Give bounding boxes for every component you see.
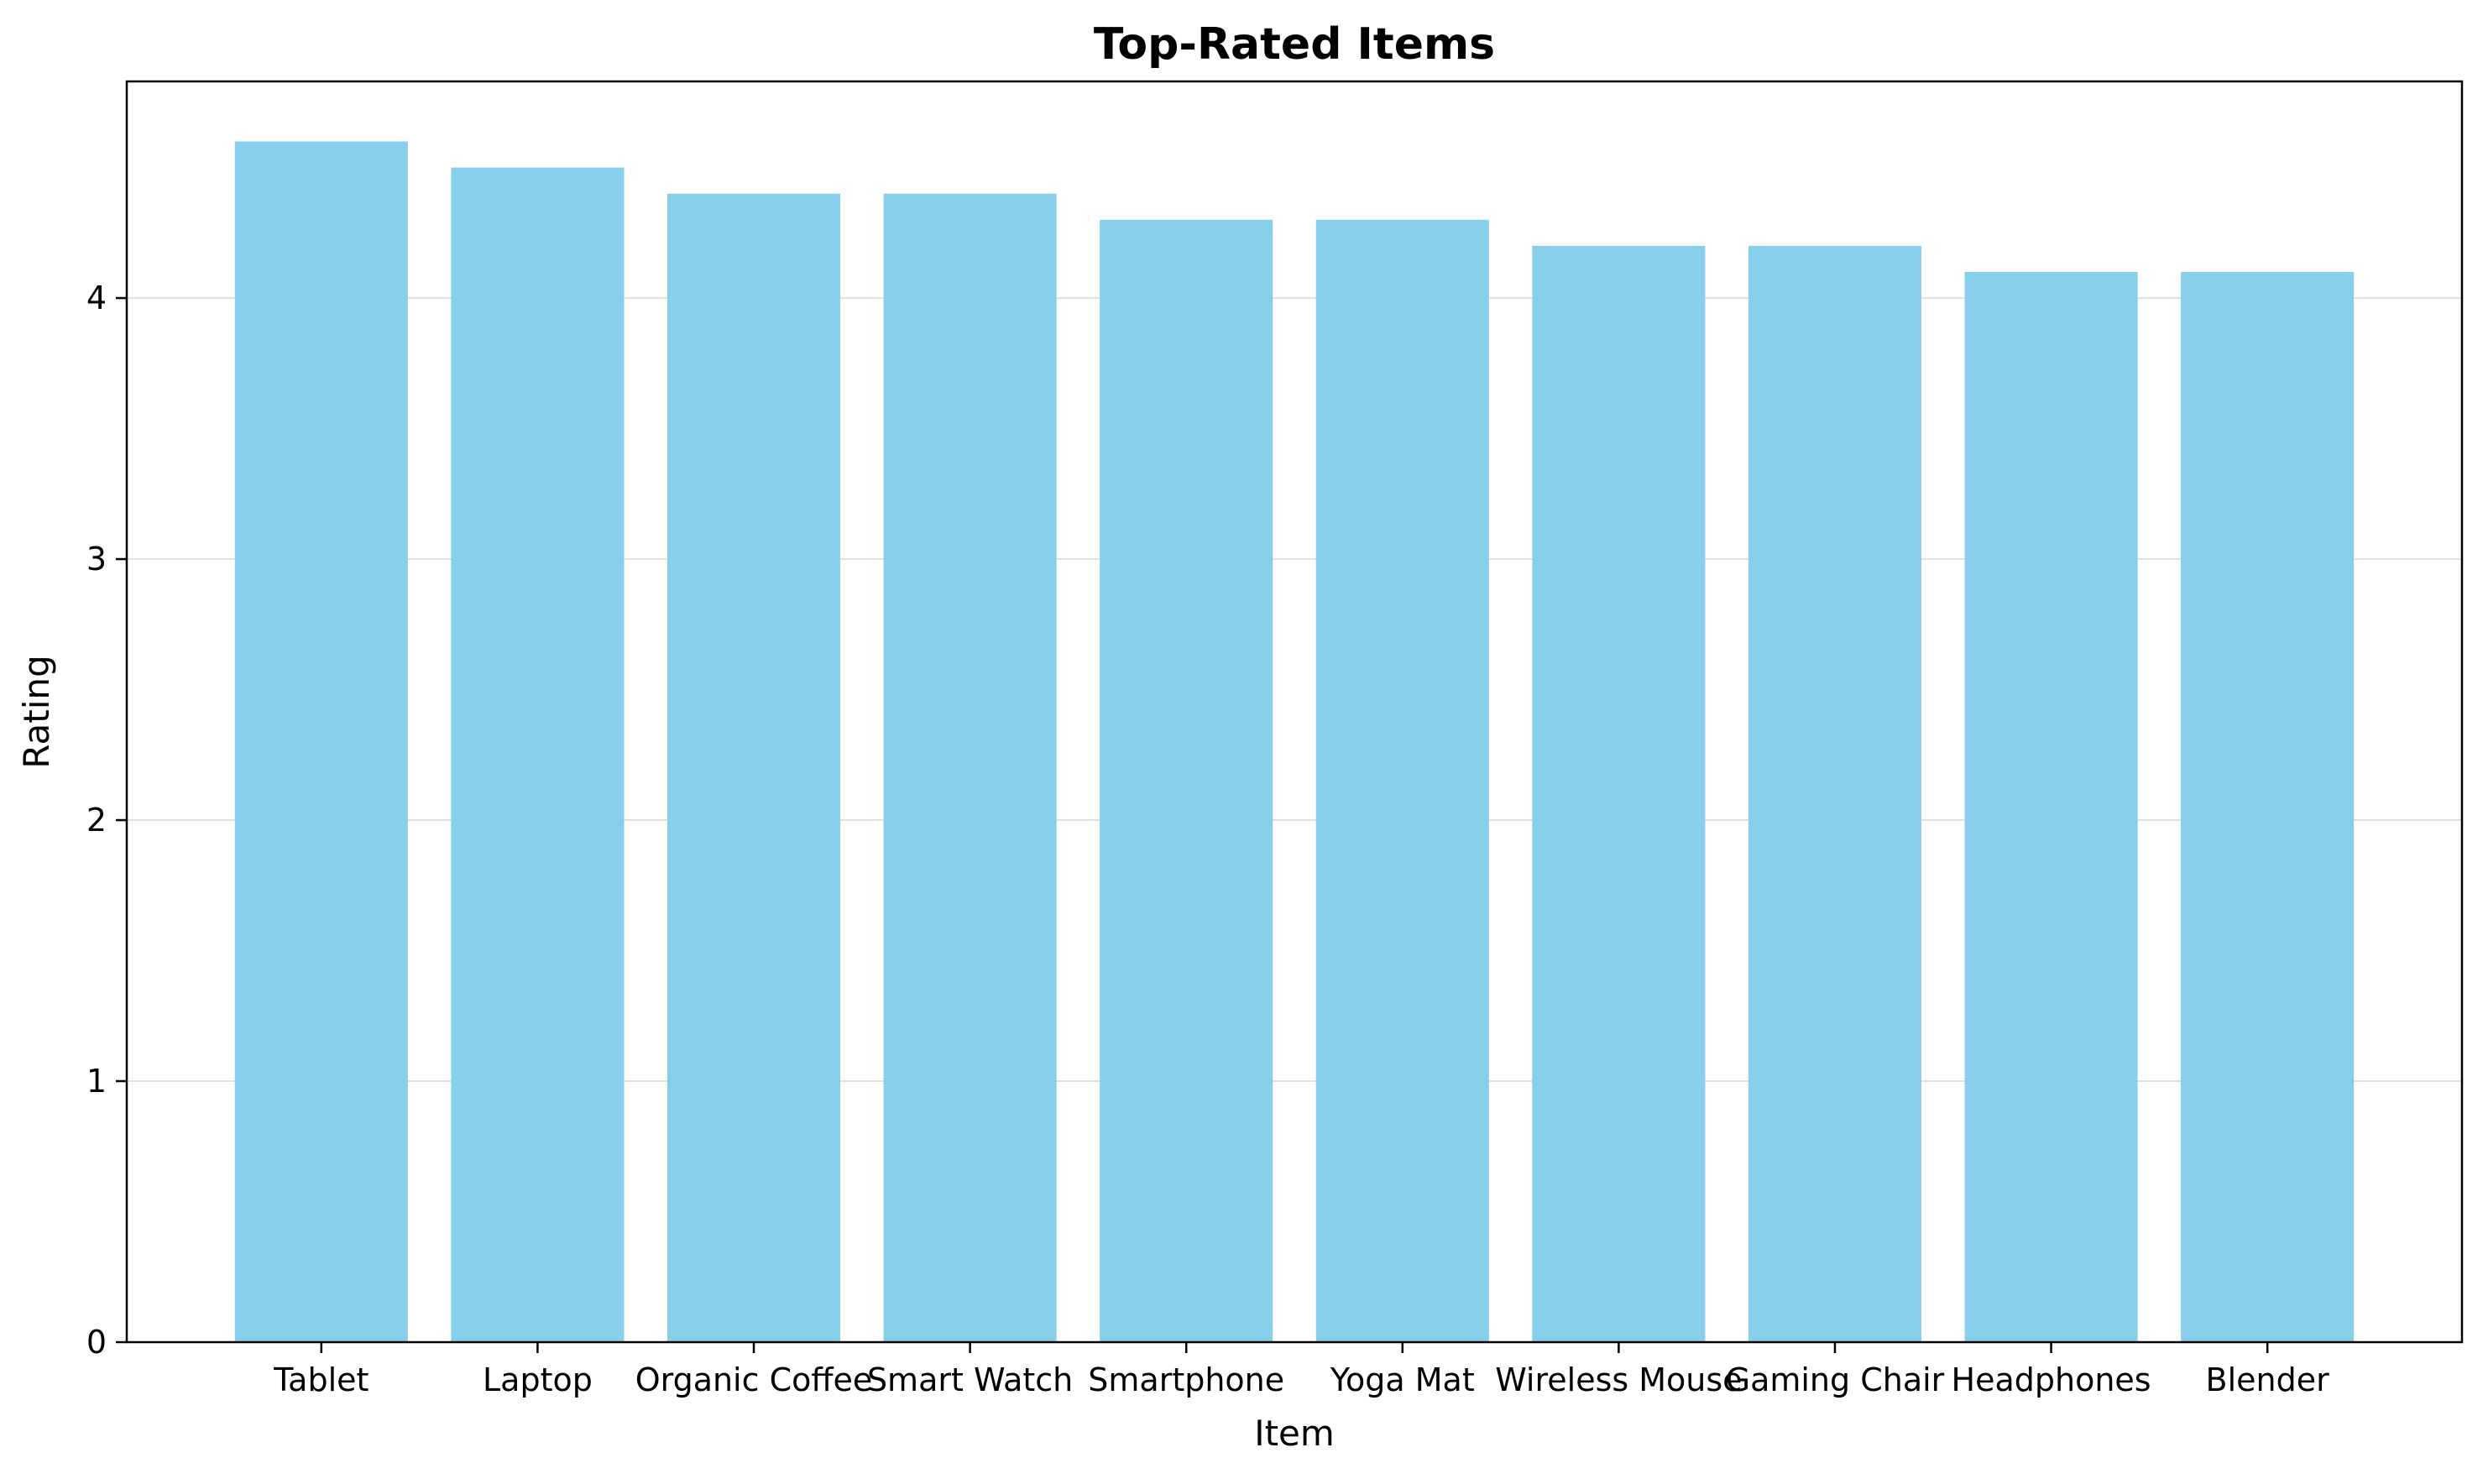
x-tick-label-tablet: Tablet [273, 1361, 368, 1398]
x-tick-label-blender: Blender [2206, 1361, 2330, 1398]
y-tick-label-0: 0 [86, 1324, 107, 1361]
bar-blender [2181, 272, 2355, 1342]
bar-wireless-mouse [1532, 245, 1706, 1342]
x-tick-label-smartphone: Smartphone [1088, 1361, 1284, 1398]
chart-title: Top-Rated Items [1094, 19, 1495, 70]
bars [234, 141, 2355, 1343]
x-tick-label-laptop: Laptop [483, 1361, 593, 1398]
bar-headphones [1964, 272, 2138, 1342]
y-tick-label-3: 3 [86, 541, 107, 577]
y-tick-label-2: 2 [86, 802, 107, 839]
bar-organic-coffee [666, 193, 841, 1343]
x-tick-label-yoga-mat: Yoga Mat [1330, 1361, 1475, 1398]
bar-smart-watch [883, 193, 1057, 1343]
y-tick-label-1: 1 [86, 1063, 107, 1100]
bar-smartphone [1100, 219, 1273, 1343]
x-tick-label-wireless-mouse: Wireless Mouse [1495, 1361, 1742, 1398]
x-axis-label: Item [1254, 1413, 1335, 1454]
y-tick-label-4: 4 [86, 280, 107, 316]
x-tick-label-gaming-chair: Gaming Chair [1726, 1361, 1945, 1398]
y-axis-label: Rating [16, 655, 57, 768]
x-tick-label-organic-coffee: Organic Coffee [635, 1361, 873, 1398]
bar-laptop [451, 167, 625, 1343]
x-tick-label-headphones: Headphones [1952, 1361, 2151, 1398]
x-tick-label-smart-watch: Smart Watch [867, 1361, 1073, 1398]
bar-yoga-mat [1315, 219, 1489, 1343]
plot-frame [125, 80, 2464, 1344]
bar-gaming-chair [1748, 245, 1922, 1342]
y-axis-ticks: 0 1 2 3 4 [86, 280, 127, 1361]
bar-tablet [234, 141, 408, 1342]
